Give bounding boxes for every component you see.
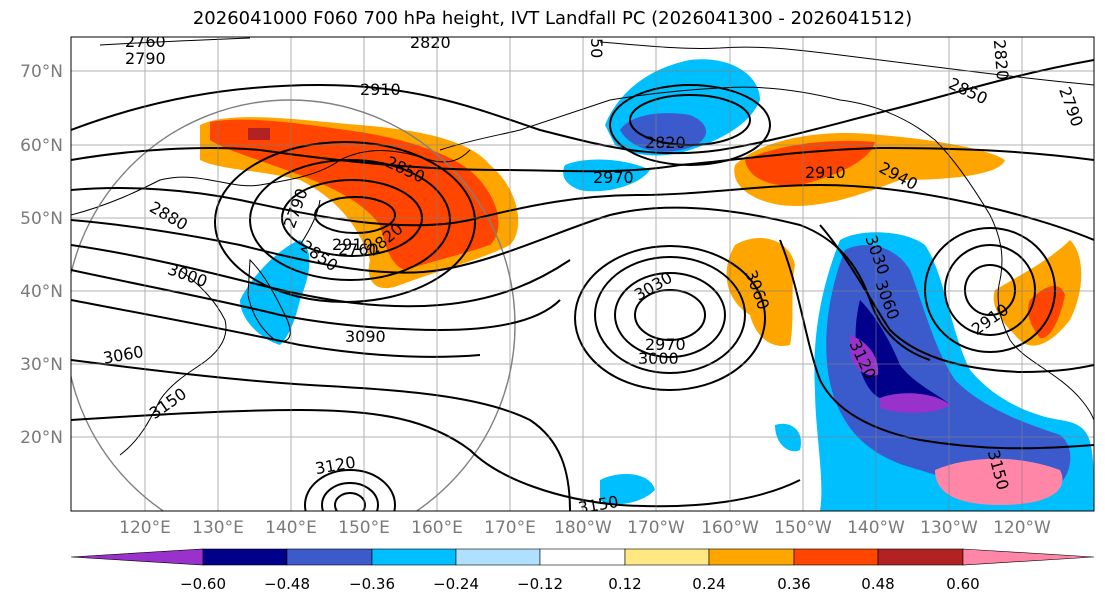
lon-label: 140°E — [265, 518, 317, 538]
ivt-region — [248, 128, 270, 140]
colorbar-segment — [624, 548, 710, 566]
colorbar-tick-label: −0.60 — [180, 575, 226, 593]
colorbar-tick-label: −0.12 — [517, 575, 563, 593]
plot-frame — [70, 36, 1095, 512]
contour-label: 2910 — [332, 235, 373, 254]
ivt-region — [850, 335, 879, 376]
contour-label: 2820 — [645, 133, 686, 152]
colorbar-tick-label: 0.24 — [692, 575, 725, 593]
lon-label: 120°E — [119, 518, 171, 538]
colorbar-segment — [455, 548, 541, 566]
height-contours — [71, 59, 1094, 511]
lat-label: 30°N — [20, 355, 63, 375]
ivt-region — [726, 237, 795, 346]
contour-label: 2760 — [338, 240, 379, 259]
lon-label: 180°W — [554, 518, 612, 538]
colorbar-tick-label: 0.48 — [861, 575, 894, 593]
lon-label: 130°E — [192, 518, 244, 538]
colorbar-tick-label: −0.48 — [264, 575, 310, 593]
longitude-labels: 120°E 130°E 140°E 150°E 160°E 170°E 180°… — [119, 518, 1051, 538]
colorbar-segment — [962, 548, 1095, 566]
contour-label: 50 — [587, 38, 606, 58]
contour-label: 3150 — [577, 492, 620, 518]
colorbar-segment — [877, 548, 964, 566]
lon-label: 150°W — [774, 518, 832, 538]
ivt-region — [563, 159, 650, 192]
contour-label: 2910 — [805, 163, 846, 182]
lon-label: 140°W — [847, 518, 905, 538]
ivt-shading — [200, 59, 1094, 511]
colorbar — [70, 548, 1095, 566]
lat-label: 50°N — [20, 209, 63, 229]
ivt-region — [600, 474, 655, 505]
colorbar-tick-label: 0.12 — [608, 575, 641, 593]
lon-label: 170°W — [627, 518, 685, 538]
ivt-region — [210, 119, 499, 270]
colorbar-segment — [708, 548, 795, 566]
colorbar-tick-label: −0.24 — [433, 575, 479, 593]
lon-label: 150°E — [338, 518, 390, 538]
lat-label: 70°N — [20, 62, 63, 82]
ivt-region — [880, 393, 950, 413]
latitude-labels: 70°N 60°N 50°N 40°N 30°N 20°N — [20, 62, 63, 448]
contour-label: 3000 — [638, 349, 679, 368]
landfall-circle — [71, 99, 516, 511]
ivt-region — [935, 458, 1063, 505]
lat-label: 20°N — [20, 428, 63, 448]
ivt-region — [993, 240, 1082, 346]
colorbar-segment — [539, 548, 626, 566]
colorbar-tick-label: 0.36 — [777, 575, 810, 593]
lon-label: 130°W — [920, 518, 978, 538]
map-title: 2026041000 F060 700 hPa height, IVT Land… — [192, 8, 913, 29]
contour-label: 3090 — [345, 327, 386, 346]
colorbar-segment — [371, 548, 457, 566]
colorbar-ticks: −0.60 −0.48 −0.36 −0.24 −0.12 0.12 0.24 … — [180, 575, 980, 593]
contour-label: 2910 — [360, 80, 401, 99]
ivt-region — [855, 300, 950, 409]
colorbar-segment — [202, 548, 288, 566]
contour-label: 2970 — [593, 168, 634, 187]
contour-label: 2970 — [645, 335, 686, 354]
lon-label: 170°E — [484, 518, 536, 538]
ivt-region — [620, 113, 707, 152]
colorbar-tick-label: 0.60 — [946, 575, 979, 593]
ivt-region — [240, 240, 310, 345]
colorbar-tick-label: −0.36 — [349, 575, 395, 593]
ivt-region — [1028, 285, 1065, 339]
lat-label: 40°N — [20, 282, 63, 302]
gridlines — [71, 37, 1094, 511]
lon-label: 120°W — [993, 518, 1051, 538]
ivt-region — [826, 245, 1071, 495]
colorbar-segment — [70, 548, 204, 566]
lon-label: 160°W — [701, 518, 759, 538]
lon-label: 160°E — [411, 518, 463, 538]
colorbar-segment — [286, 548, 373, 566]
lat-label: 60°N — [20, 136, 63, 156]
contour-label: 2820 — [990, 39, 1012, 81]
contour-label: 2820 — [410, 33, 451, 52]
ivt-region — [745, 140, 875, 186]
colorbar-segment — [793, 548, 879, 566]
